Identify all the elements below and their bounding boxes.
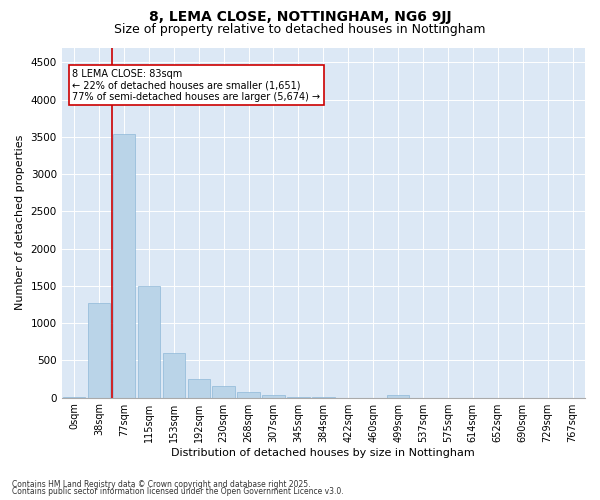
Text: 8, LEMA CLOSE, NOTTINGHAM, NG6 9JJ: 8, LEMA CLOSE, NOTTINGHAM, NG6 9JJ [149,10,451,24]
Bar [88,303,110,398]
X-axis label: Distribution of detached houses by size in Nottingham: Distribution of detached houses by size … [172,448,475,458]
Bar [113,134,135,398]
Bar [137,286,160,398]
Bar [238,392,260,398]
Text: 8 LEMA CLOSE: 83sqm
← 22% of detached houses are smaller (1,651)
77% of semi-det: 8 LEMA CLOSE: 83sqm ← 22% of detached ho… [72,68,320,102]
Y-axis label: Number of detached properties: Number of detached properties [15,135,25,310]
Bar [262,394,285,398]
Bar [63,397,85,398]
Bar [212,386,235,398]
Bar [387,395,409,398]
Text: Contains public sector information licensed under the Open Government Licence v3: Contains public sector information licen… [12,487,344,496]
Bar [163,353,185,398]
Text: Size of property relative to detached houses in Nottingham: Size of property relative to detached ho… [114,22,486,36]
Text: Contains HM Land Registry data © Crown copyright and database right 2025.: Contains HM Land Registry data © Crown c… [12,480,311,489]
Bar [287,397,310,398]
Bar [188,379,210,398]
